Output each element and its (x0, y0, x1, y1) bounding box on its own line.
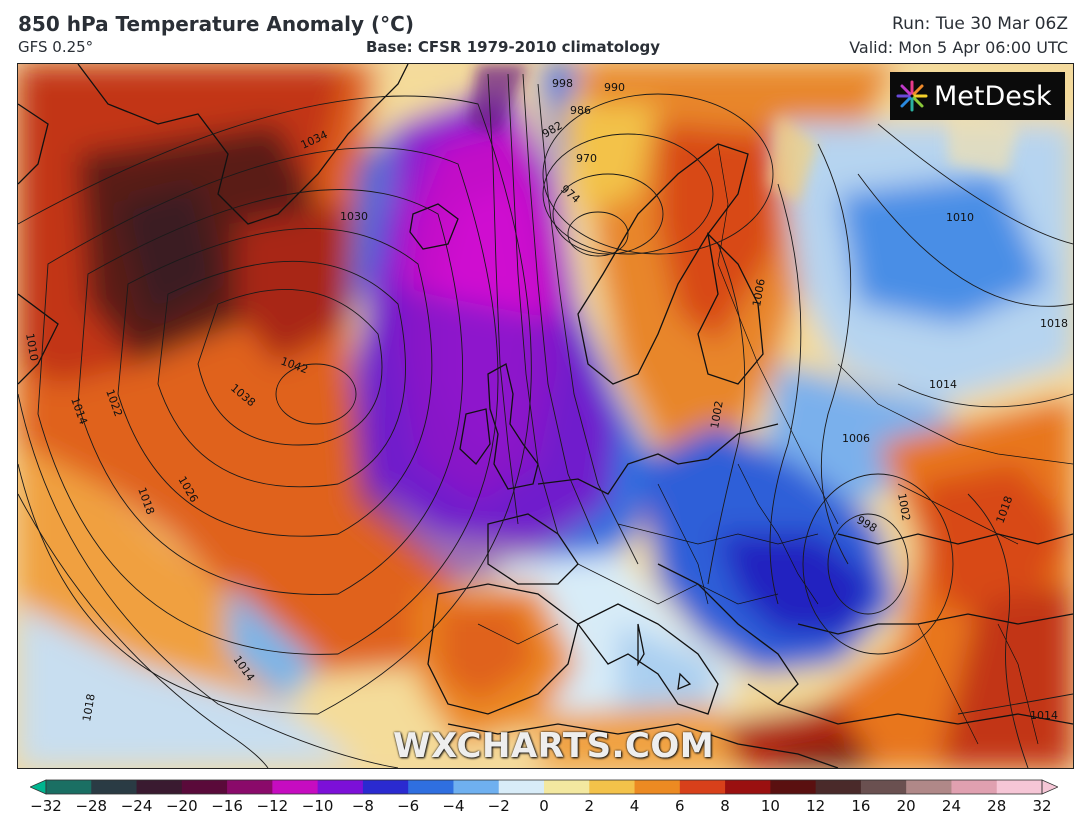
colorbar-tick-label: −12 (256, 797, 289, 815)
colorbar-segment (906, 780, 952, 794)
metdesk-logo-text: MetDesk (934, 80, 1052, 112)
valid-time: Valid: Mon 5 Apr 06:00 UTC (849, 38, 1068, 57)
colorbar-outline (45, 779, 1043, 795)
colorbar-segment (181, 780, 228, 794)
colorbar-tick-label: 2 (584, 797, 595, 815)
anomaly-map[interactable]: 1030 1034 1042 1038 1026 1022 1018 1014 … (17, 63, 1074, 769)
contour-label-1010-russia: 1010 (946, 211, 974, 224)
colorbar-ticks: −32 −28 −24 −20 −16 −12 −10 −8 −6 −4 −2 0 2 4 6 8 10 12 16… (0, 797, 1088, 821)
colorbar-segment (951, 780, 998, 794)
colorbar-segment (227, 780, 273, 794)
contour-label-986: 986 (570, 104, 591, 117)
colorbar-tick-label: −28 (75, 797, 108, 815)
isobars (18, 73, 1073, 768)
colorbar-segment (860, 780, 907, 794)
colorbar-segment (408, 780, 454, 794)
contour-label-1006-baltic: 1006 (750, 278, 768, 308)
colorbar-segment (453, 780, 500, 794)
colorbar-tick-label: −4 (442, 797, 465, 815)
anomaly-detail (468, 64, 1018, 204)
colorbar-tick-label: 8 (720, 797, 730, 815)
contour-label-1002-poland: 1002 (708, 400, 726, 430)
contour-label-1006-balkans: 1006 (842, 432, 870, 445)
colorbar-segment (272, 780, 319, 794)
contour-label-1002: 1002 (895, 492, 913, 522)
colorbar-tick-label: −10 (301, 797, 334, 815)
wxcharts-watermark: WXCHARTS.COM (393, 726, 715, 766)
contour-label-990: 990 (604, 81, 625, 94)
colorbar-tick-label: −2 (487, 797, 510, 815)
contour-label-1030-greenland: 1030 (340, 210, 368, 223)
colorbar-segment (679, 780, 726, 794)
climatology-base: Base: CFSR 1979-2010 climatology (366, 38, 661, 56)
colorbar-tick-label: −20 (165, 797, 198, 815)
contour-label-1010-west: 1010 (23, 332, 41, 362)
contour-label-1014-se: 1014 (1030, 709, 1058, 722)
colorbar-segments (30, 779, 1058, 795)
colorbar-segment (498, 780, 545, 794)
colorbar-tick-label: 12 (806, 797, 826, 815)
map-canvas: 1030 1034 1042 1038 1026 1022 1018 1014 … (18, 64, 1073, 768)
colorbar-segment (589, 780, 636, 794)
colorbar-segment (770, 780, 817, 794)
colorbar-tick-label: 20 (896, 797, 916, 815)
colorbar-segment (362, 780, 409, 794)
colorbar-tick-label: 0 (539, 797, 549, 815)
chart-title: 850 hPa Temperature Anomaly (°C) (18, 12, 414, 36)
colorbar-segment (544, 780, 590, 794)
metdesk-burst-icon (896, 80, 928, 112)
colorbar-segment (91, 780, 138, 794)
anomaly-field (18, 64, 1073, 768)
colorbar-tick-label: −32 (30, 797, 62, 815)
colorbar-min-arrow (30, 779, 47, 795)
colorbar-tick-label: 28 (987, 797, 1007, 815)
metdesk-logo: MetDesk (890, 72, 1065, 120)
colorbar-tick-label: 6 (675, 797, 685, 815)
colorbar-segment (46, 780, 92, 794)
contour-label-998: 998 (552, 77, 573, 90)
colorbar-tick-label: −8 (351, 797, 374, 815)
contour-label-970: 970 (576, 152, 597, 165)
coastlines (18, 64, 1073, 768)
contour-label-1018-sw: 1018 (80, 693, 98, 723)
colorbar-segment (634, 780, 681, 794)
colorbar-segment (815, 780, 862, 794)
contour-label-1014-east: 1014 (929, 378, 957, 391)
colorbar (30, 779, 1058, 795)
colorbar-tick-label: −6 (397, 797, 420, 815)
contour-label-1018-east: 1018 (1040, 317, 1068, 330)
colorbar-tick-label: 4 (629, 797, 640, 815)
colorbar-tick-label: −16 (211, 797, 243, 815)
colorbar-segment (996, 780, 1043, 794)
colorbar-segment (725, 780, 771, 794)
colorbar-segment (317, 780, 364, 794)
colorbar-tick-label: 10 (760, 797, 780, 815)
run-time: Run: Tue 30 Mar 06Z (892, 14, 1068, 34)
colorbar-tick-label: −24 (120, 797, 153, 815)
colorbar-tick-label: 32 (1032, 797, 1052, 815)
model-name: GFS 0.25° (18, 38, 94, 56)
colorbar-max-arrow (1041, 779, 1058, 795)
colorbar-segment (136, 780, 183, 794)
colorbar-tick-label: 16 (851, 797, 871, 815)
colorbar-tick-label: 24 (941, 797, 961, 815)
